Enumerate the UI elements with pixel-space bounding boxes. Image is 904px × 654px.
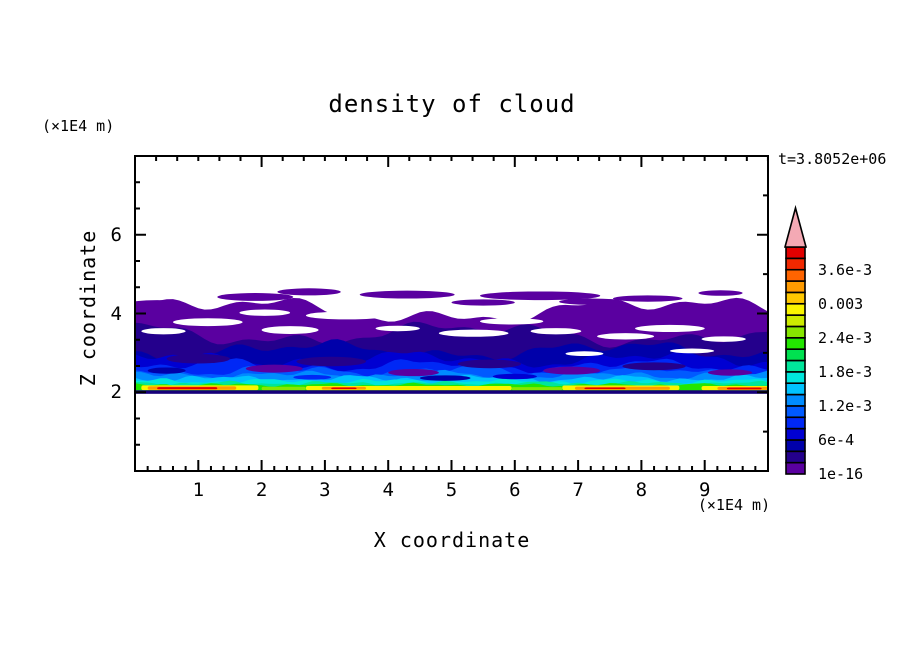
cloud-fragment xyxy=(559,298,623,305)
x-axis-units: (×1E4 m) xyxy=(697,496,771,514)
cloud-fragment xyxy=(217,293,294,301)
texture-patch xyxy=(457,359,522,369)
density-streak xyxy=(511,387,563,391)
colorbar-cell xyxy=(785,291,806,305)
cloud-hole xyxy=(141,328,186,335)
z-tick-label: 2 xyxy=(110,381,122,404)
colorbar-label: 1e-16 xyxy=(818,465,864,483)
z-axis-units: (×1E4 m) xyxy=(42,117,115,135)
axes-frame xyxy=(134,155,769,472)
cloud-hole xyxy=(438,329,509,337)
z-tick-label: 6 xyxy=(110,223,122,246)
colorbar-label: 3.6e-3 xyxy=(818,260,873,279)
colorbar-cell xyxy=(785,427,806,441)
colorbar-overflow-arrow xyxy=(783,204,808,248)
colorbar-label: 2.4e-3 xyxy=(818,328,873,347)
colorbar-cell xyxy=(785,268,806,282)
cloud-hole xyxy=(479,318,544,325)
cloud-base-line xyxy=(135,390,768,394)
x-tick-label: 9 xyxy=(698,479,711,501)
texture-patch xyxy=(147,367,186,374)
texture-patch xyxy=(707,369,753,376)
colorbar-cell xyxy=(785,257,806,271)
colorbar-cell xyxy=(785,439,806,453)
colorbar-label: 6e-4 xyxy=(818,430,855,449)
texture-patch xyxy=(419,375,471,381)
z-tick-label: 4 xyxy=(110,302,122,325)
colorbar xyxy=(783,204,808,475)
colorbar-cell xyxy=(785,314,806,328)
cloud-fragment xyxy=(135,300,186,308)
chart-title: density of cloud xyxy=(328,90,576,118)
density-streak xyxy=(157,387,218,390)
colorbar-cell xyxy=(785,450,806,464)
x-axis-title: X coordinate xyxy=(373,528,531,552)
cloud-hole xyxy=(669,348,715,354)
cloud-fragment xyxy=(451,299,515,306)
x-tick-label: 3 xyxy=(319,479,331,501)
texture-patch xyxy=(166,354,230,364)
x-tick-label: 4 xyxy=(382,479,394,501)
cloud-fragment xyxy=(612,295,683,302)
cloud-fragment xyxy=(359,290,455,299)
colorbar-cell xyxy=(785,359,806,373)
density-streak xyxy=(331,387,357,390)
colorbar-cell xyxy=(785,336,806,350)
colorbar-cell xyxy=(785,371,806,385)
colorbar-cell xyxy=(785,246,806,260)
cloud-hole xyxy=(530,328,582,335)
colorbar-cell xyxy=(785,405,806,419)
cloud-field xyxy=(135,288,768,394)
cloud-hole xyxy=(172,318,243,327)
density-streak xyxy=(726,387,762,390)
cloud-hole xyxy=(635,324,705,333)
colorbar-label: 1.2e-3 xyxy=(818,396,873,415)
cloud-hole xyxy=(261,326,319,334)
colorbar-cell xyxy=(785,280,806,294)
texture-patch xyxy=(492,373,537,380)
cloud-hole xyxy=(305,311,389,320)
colorbar-cell xyxy=(785,461,806,475)
density-streak xyxy=(261,386,306,391)
time-annotation: t=3.8052e+06 xyxy=(778,150,887,168)
cloud-fragment xyxy=(479,291,601,301)
x-tick-label: 2 xyxy=(255,479,268,501)
cloud-hole xyxy=(239,309,291,316)
colorbar-cell xyxy=(785,348,806,362)
colorbar-cell xyxy=(785,416,806,430)
colorbar-cell xyxy=(785,393,806,407)
cloud-hole xyxy=(701,336,746,342)
texture-patch xyxy=(543,366,601,375)
cloud-hole xyxy=(375,325,420,332)
texture-patch xyxy=(622,362,686,371)
texture-patch xyxy=(388,369,439,377)
colorbar-cell xyxy=(785,382,806,396)
x-tick-label: 1 xyxy=(192,479,205,501)
texture-patch xyxy=(245,364,303,373)
colorbar-label: 1.8e-3 xyxy=(818,362,873,381)
x-tick-label: 8 xyxy=(635,479,648,501)
x-tick-label: 6 xyxy=(509,479,521,501)
cloud-hole xyxy=(597,333,655,340)
texture-patch xyxy=(296,356,367,367)
x-tick-label: 7 xyxy=(572,479,584,501)
x-tick-label: 5 xyxy=(445,479,458,501)
texture-patch xyxy=(293,374,332,380)
colorbar-label: 0.003 xyxy=(818,294,864,313)
cloud-hole xyxy=(565,351,604,357)
cloud-fragment xyxy=(698,290,743,296)
colorbar-cell xyxy=(785,325,806,339)
density-streak xyxy=(584,387,626,390)
colorbar-cell xyxy=(785,302,806,316)
cloud-fragment xyxy=(277,288,341,296)
